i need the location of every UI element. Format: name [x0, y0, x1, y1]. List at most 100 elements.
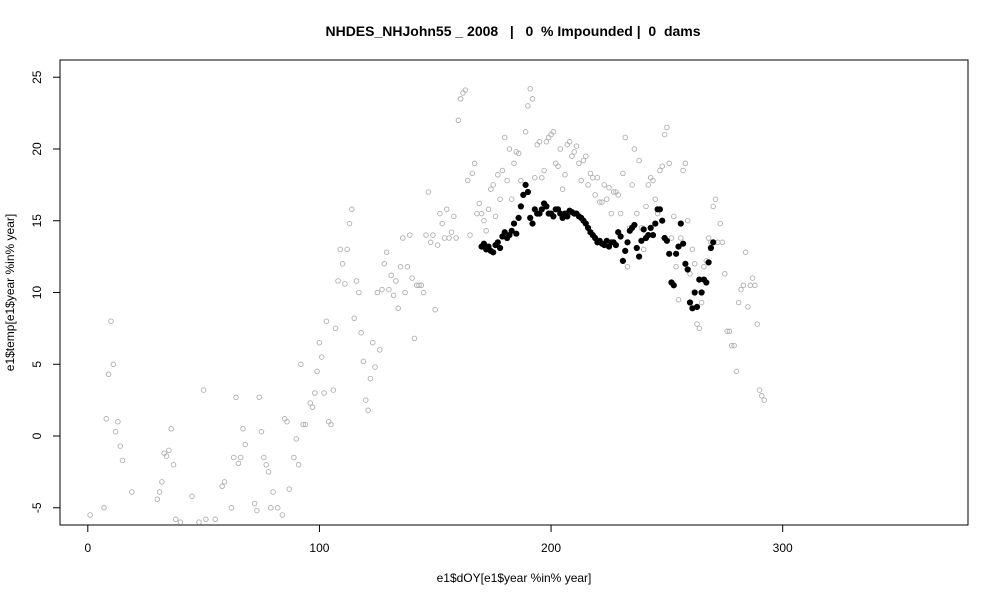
open-data-point: [298, 361, 304, 368]
open-data-point: [309, 404, 316, 411]
open-data-point: [594, 174, 601, 181]
open-data-point: [242, 441, 249, 448]
open-data-point: [587, 170, 594, 177]
open-data-point: [432, 306, 438, 313]
open-data-point: [650, 177, 656, 184]
open-data-point: [691, 261, 698, 267]
open-data-point: [629, 182, 635, 188]
open-data-point: [230, 454, 237, 461]
open-data-point: [108, 318, 114, 324]
filled-data-point: [705, 259, 712, 266]
open-data-point: [522, 129, 529, 135]
open-data-point: [346, 220, 353, 227]
open-data-point: [312, 390, 318, 396]
open-data-point: [664, 124, 670, 131]
open-data-point: [457, 96, 464, 102]
open-data-point: [335, 278, 341, 284]
open-data-point: [168, 426, 174, 432]
open-data-point: [256, 394, 262, 401]
open-data-point: [332, 325, 339, 332]
open-data-point: [671, 213, 677, 220]
filled-data-point: [564, 213, 571, 220]
open-data-point: [740, 282, 747, 289]
open-data-point: [261, 454, 267, 461]
open-data-point: [680, 167, 686, 174]
open-data-point: [376, 347, 383, 353]
open-data-point: [566, 139, 573, 145]
open-data-point: [752, 282, 758, 289]
open-data-point: [251, 500, 258, 507]
open-data-point: [541, 167, 547, 174]
open-data-point: [559, 186, 566, 192]
open-data-point: [293, 436, 300, 442]
open-data-point: [159, 479, 165, 485]
open-data-point: [719, 239, 726, 246]
filled-data-point: [670, 282, 677, 289]
open-data-point: [314, 368, 320, 375]
open-data-point: [323, 318, 330, 324]
open-data-point: [228, 505, 235, 511]
open-data-point: [409, 275, 415, 281]
open-data-point: [265, 469, 272, 475]
open-data-point: [254, 507, 260, 514]
filled-data-point: [490, 249, 497, 256]
filled-data-point: [510, 220, 518, 227]
open-data-point: [557, 146, 564, 152]
open-data-point: [374, 289, 381, 296]
data-points: [87, 85, 767, 525]
open-data-point: [342, 281, 348, 287]
open-data-point: [365, 407, 371, 413]
open-data-point: [87, 512, 93, 518]
open-data-point: [478, 210, 485, 217]
open-data-point: [221, 479, 228, 485]
y-tick-label: 25: [30, 70, 44, 84]
open-data-point: [279, 512, 286, 518]
open-data-point: [710, 203, 716, 210]
open-data-point: [166, 447, 172, 454]
filled-data-point: [543, 203, 550, 210]
filled-data-point: [497, 244, 504, 252]
open-data-point: [684, 217, 691, 224]
open-data-point: [620, 170, 626, 177]
open-data-point: [617, 210, 624, 217]
open-data-point: [529, 96, 536, 102]
open-data-point: [578, 177, 584, 184]
filled-data-point: [522, 181, 529, 188]
open-data-point: [316, 339, 323, 346]
filled-data-point: [647, 224, 654, 231]
open-data-point: [418, 282, 425, 289]
open-data-point: [416, 282, 422, 289]
open-data-point: [728, 342, 735, 349]
filled-data-point: [663, 237, 671, 244]
open-data-point: [754, 321, 760, 327]
open-data-point: [170, 461, 177, 468]
open-data-point: [569, 153, 575, 159]
open-data-point: [599, 199, 605, 205]
open-data-point: [585, 182, 591, 188]
open-data-point: [631, 146, 638, 152]
filled-data-point: [677, 220, 684, 227]
open-data-point: [420, 289, 427, 296]
open-data-point: [722, 271, 728, 277]
filled-data-point: [635, 253, 643, 260]
open-data-point: [733, 368, 740, 375]
open-data-point: [501, 134, 508, 141]
open-data-point: [469, 170, 476, 177]
filled-data-point: [710, 239, 717, 246]
y-tick-label: 0: [30, 432, 44, 439]
open-data-point: [508, 196, 515, 202]
open-data-point: [536, 139, 543, 145]
open-data-point: [330, 387, 337, 393]
open-data-point: [640, 246, 647, 253]
filled-data-point: [682, 260, 689, 267]
open-data-point: [576, 160, 582, 167]
open-data-point: [666, 160, 672, 167]
open-data-point: [759, 393, 765, 399]
filled-data-point: [622, 247, 629, 254]
open-data-point: [562, 172, 568, 178]
filled-data-point: [684, 266, 691, 273]
x-tick-label: 0: [84, 541, 91, 555]
open-data-point: [386, 286, 392, 293]
open-data-point: [756, 387, 763, 393]
filled-data-point: [686, 299, 694, 306]
